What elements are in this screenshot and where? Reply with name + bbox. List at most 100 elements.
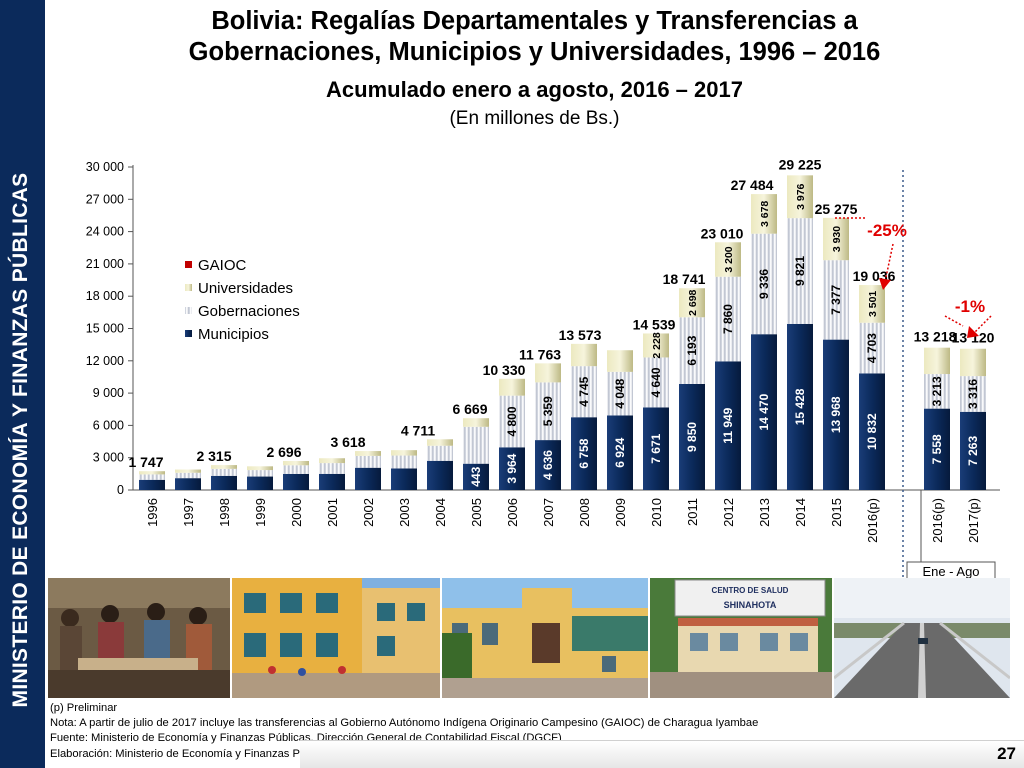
total-label: 2 315: [196, 448, 231, 464]
legend-label-gaioc: GAIOC: [198, 257, 247, 274]
segment-label-municipios: 6 924: [613, 437, 627, 467]
total-label: 10 330: [483, 362, 526, 378]
y-tick-label: 21 000: [86, 257, 124, 271]
segment-label-municipios: 6 758: [577, 438, 591, 468]
bar-universidades: [139, 471, 165, 475]
bar-municipios: [823, 339, 849, 490]
bar-universidades: [499, 378, 525, 396]
health-sign-place: SHINAHOTA: [724, 600, 777, 610]
bar-universidades: [247, 466, 273, 471]
x-tick-label: 2013: [757, 498, 772, 527]
bar-gobernaciones: [924, 374, 950, 409]
annotation-line: [944, 315, 964, 327]
bar-universidades: [960, 348, 986, 377]
x-tick-label: 2017(p): [966, 498, 981, 543]
bar-universidades: [823, 217, 849, 261]
segment-label-municipios: 7 558: [930, 434, 944, 464]
y-tick-label: 9 000: [93, 386, 124, 400]
bar-municipios: [607, 415, 633, 490]
total-label: 13 573: [559, 327, 602, 343]
bar-municipios: [211, 475, 237, 490]
photo-strip: CENTRO DE SALUD SHINAHOTA: [48, 578, 1010, 698]
total-label: 13 218: [914, 329, 957, 345]
bar-municipios: [535, 440, 561, 490]
legend-label-municipios: Municipios: [198, 326, 269, 343]
segment-label-universidades: 3 678: [759, 201, 771, 227]
legend-label-gobernaciones: Gobernaciones: [198, 303, 300, 320]
period-label: Ene - Ago: [922, 564, 979, 579]
segment-label-universidades: 3 976: [795, 183, 807, 209]
bar-gobernaciones: [960, 376, 986, 412]
segment-label-gobernaciones: 4 800: [505, 406, 519, 436]
x-tick-label: 2002: [361, 498, 376, 527]
bar-universidades: [607, 350, 633, 372]
x-tick-label: 1999: [253, 498, 268, 527]
segment-label-municipios: 2 443: [469, 466, 483, 496]
x-tick-label: 2001: [325, 498, 340, 527]
y-tick-label: 30 000: [86, 160, 124, 174]
segment-label-municipios: 11 949: [721, 407, 735, 443]
bar-gobernaciones: [751, 233, 777, 335]
annotation-arrowhead: [967, 326, 979, 338]
bar-gobernaciones: [175, 472, 201, 479]
x-tick-label: 2008: [577, 498, 592, 527]
page-subtitle: Acumulado enero a agosto, 2016 – 2017: [326, 77, 743, 102]
page-number: 27: [997, 744, 1016, 763]
segment-label-municipios: 4 636: [541, 450, 555, 480]
x-tick-label: 2000: [289, 498, 304, 527]
bar-municipios: [787, 323, 813, 490]
bar-gobernaciones: [607, 371, 633, 416]
x-tick-label: 2010: [649, 498, 664, 527]
bar-municipios: [175, 478, 201, 490]
segment-label-universidades: 3 200: [723, 246, 735, 272]
note-preliminary: (p) Preliminar: [50, 702, 118, 714]
title-line-2: Gobernaciones, Municipios y Universidade…: [188, 38, 881, 66]
total-label: 1 747: [128, 454, 163, 470]
x-tick-label: 2004: [433, 498, 448, 527]
total-label: 27 484: [731, 177, 774, 193]
bar-gobernaciones: [643, 357, 669, 408]
total-label: 4 711: [401, 422, 435, 438]
bar-universidades: [463, 418, 489, 427]
bar-universidades: [355, 451, 381, 456]
total-label: 29 225: [779, 156, 822, 172]
segment-label-gobernaciones: 4 048: [613, 378, 627, 408]
bar-municipios: [571, 417, 597, 490]
bar-universidades: [715, 242, 741, 277]
bar-gobernaciones: [211, 468, 237, 476]
x-tick-label: 2012: [721, 498, 736, 527]
annotation-label: -1%: [955, 297, 985, 316]
segment-label-gobernaciones: 7 860: [721, 304, 735, 334]
x-tick-label: 2016(p): [865, 498, 880, 543]
segment-label-gobernaciones: 7 377: [829, 285, 843, 315]
colonial-building-photo: [442, 578, 648, 698]
bar-municipios: [355, 467, 381, 490]
segment-label-universidades: 3 501: [867, 291, 879, 317]
bar-gobernaciones: [715, 276, 741, 362]
total-label: 14 539: [633, 316, 676, 332]
bar-gobernaciones: [535, 382, 561, 441]
bar-municipios: [960, 411, 986, 490]
segment-label-municipios: 10 832: [865, 413, 879, 450]
bar-municipios: [715, 361, 741, 490]
x-tick-label: 2011: [685, 498, 700, 526]
x-tick-label: 2003: [397, 498, 412, 527]
bar-municipios: [247, 476, 273, 490]
bar-municipios: [679, 383, 705, 490]
bar-universidades: [535, 363, 561, 383]
bar-municipios: [924, 408, 950, 490]
footer-bar: [300, 740, 1024, 768]
bar-gobernaciones: [391, 455, 417, 469]
annotation-label: -25%: [867, 221, 907, 240]
total-label: 13 120: [952, 330, 995, 346]
bar-gobernaciones: [427, 445, 453, 461]
annotation-arrow: [884, 243, 894, 283]
bar-gobernaciones: [355, 455, 381, 468]
y-tick-label: 0: [117, 483, 124, 497]
y-tick-label: 3 000: [93, 451, 124, 465]
segment-label-universidades: 3 930: [831, 226, 843, 252]
total-label: 18 741: [663, 271, 706, 287]
bar-municipios: [463, 463, 489, 490]
segment-label-universidades: 2 698: [687, 289, 699, 315]
bar-universidades: [175, 469, 201, 473]
